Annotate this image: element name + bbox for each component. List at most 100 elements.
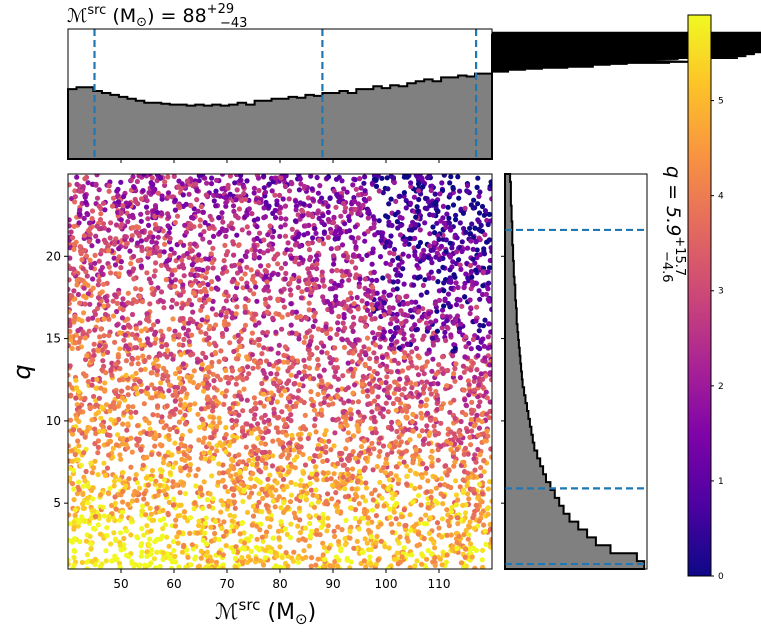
scatter-point <box>254 461 260 467</box>
scatter-point <box>243 296 249 302</box>
scatter-point <box>178 502 184 508</box>
scatter-point <box>148 326 154 332</box>
scatter-point <box>481 212 487 218</box>
scatter-point <box>235 356 241 362</box>
scatter-point <box>250 471 256 477</box>
scatter-point <box>363 480 369 486</box>
scatter-point <box>103 402 110 408</box>
scatter-point <box>288 247 294 253</box>
scatter-point <box>248 430 254 436</box>
scatter-point <box>378 380 384 386</box>
scatter-point <box>428 417 434 423</box>
scatter-point <box>353 186 359 192</box>
scatter-point <box>298 494 304 500</box>
scatter-point <box>435 457 441 463</box>
scatter-point <box>222 242 228 248</box>
scatter-point <box>404 481 410 487</box>
scatter-point <box>138 211 144 217</box>
scatter-point <box>156 451 162 457</box>
scatter-point <box>237 343 243 350</box>
scatter-point <box>342 536 348 542</box>
scatter-point <box>365 208 372 214</box>
scatter-point <box>475 175 481 181</box>
scatter-point <box>192 401 198 407</box>
scatter-point <box>115 210 121 216</box>
scatter-point <box>121 324 127 331</box>
scatter-point <box>116 477 123 483</box>
scatter-point <box>334 501 340 508</box>
scatter-point <box>380 275 386 281</box>
scatter-point <box>84 273 90 279</box>
scatter-point <box>255 421 261 427</box>
scatter-point <box>164 258 170 264</box>
scatter-point <box>311 313 317 320</box>
scatter-point <box>348 366 354 372</box>
scatter-point <box>185 327 191 333</box>
scatter-point <box>203 289 209 295</box>
scatter-point <box>195 411 201 417</box>
scatter-point <box>154 549 160 556</box>
scatter-point <box>336 557 342 563</box>
scatter-point <box>109 502 115 509</box>
scatter-point <box>288 418 294 424</box>
scatter-point <box>225 321 231 327</box>
scatter-point <box>385 273 391 279</box>
scatter-point <box>320 213 326 219</box>
scatter-point <box>422 220 428 226</box>
scatter-point <box>465 491 471 497</box>
scatter-point <box>216 550 222 556</box>
scatter-point <box>103 370 109 376</box>
scatter-point <box>439 562 445 568</box>
scatter-point <box>287 440 293 446</box>
scatter-point <box>71 241 77 247</box>
scatter-point <box>139 196 145 202</box>
scatter-point <box>276 378 282 384</box>
scatter-point <box>252 483 258 489</box>
scatter-point <box>106 248 112 254</box>
scatter-point <box>315 499 321 505</box>
scatter-point <box>260 330 266 336</box>
scatter-point <box>433 318 439 324</box>
scatter-point <box>444 472 450 478</box>
scatter-point <box>151 435 157 441</box>
scatter-point <box>180 282 186 288</box>
scatter-point <box>407 355 413 361</box>
scatter-point <box>367 312 373 318</box>
scatter-point <box>105 227 112 233</box>
scatter-point <box>487 479 492 485</box>
scatter-point <box>393 500 400 506</box>
scatter-point <box>160 550 166 556</box>
scatter-point <box>195 208 201 214</box>
scatter-point <box>470 336 476 342</box>
scatter-point <box>339 242 346 248</box>
scatter-point <box>291 457 297 463</box>
scatter-point <box>306 543 312 549</box>
scatter-point <box>344 189 350 195</box>
scatter-point <box>331 528 337 534</box>
scatter-point <box>137 337 143 343</box>
scatter-point <box>219 270 226 276</box>
scatter-point <box>220 552 226 558</box>
scatter-point <box>485 486 491 492</box>
scatter-point <box>390 175 396 181</box>
scatter-point <box>183 564 189 569</box>
scatter-point <box>98 211 104 217</box>
scatter-point <box>99 248 105 254</box>
scatter-point <box>354 538 360 545</box>
scatter-point <box>90 285 96 291</box>
scatter-point <box>366 447 372 453</box>
scatter-point <box>280 297 286 304</box>
scatter-point <box>323 498 329 505</box>
scatter-point <box>161 488 167 494</box>
scatter-point <box>203 515 209 521</box>
scatter-point <box>133 326 139 332</box>
scatter-point <box>339 337 346 343</box>
scatter-point <box>346 471 352 477</box>
scatter-point <box>314 471 320 477</box>
scatter-point <box>342 325 348 331</box>
scatter-point <box>387 292 393 298</box>
scatter-point <box>326 545 332 551</box>
scatter-point <box>219 478 226 484</box>
scatter-point <box>436 362 442 368</box>
scatter-point <box>436 268 442 274</box>
